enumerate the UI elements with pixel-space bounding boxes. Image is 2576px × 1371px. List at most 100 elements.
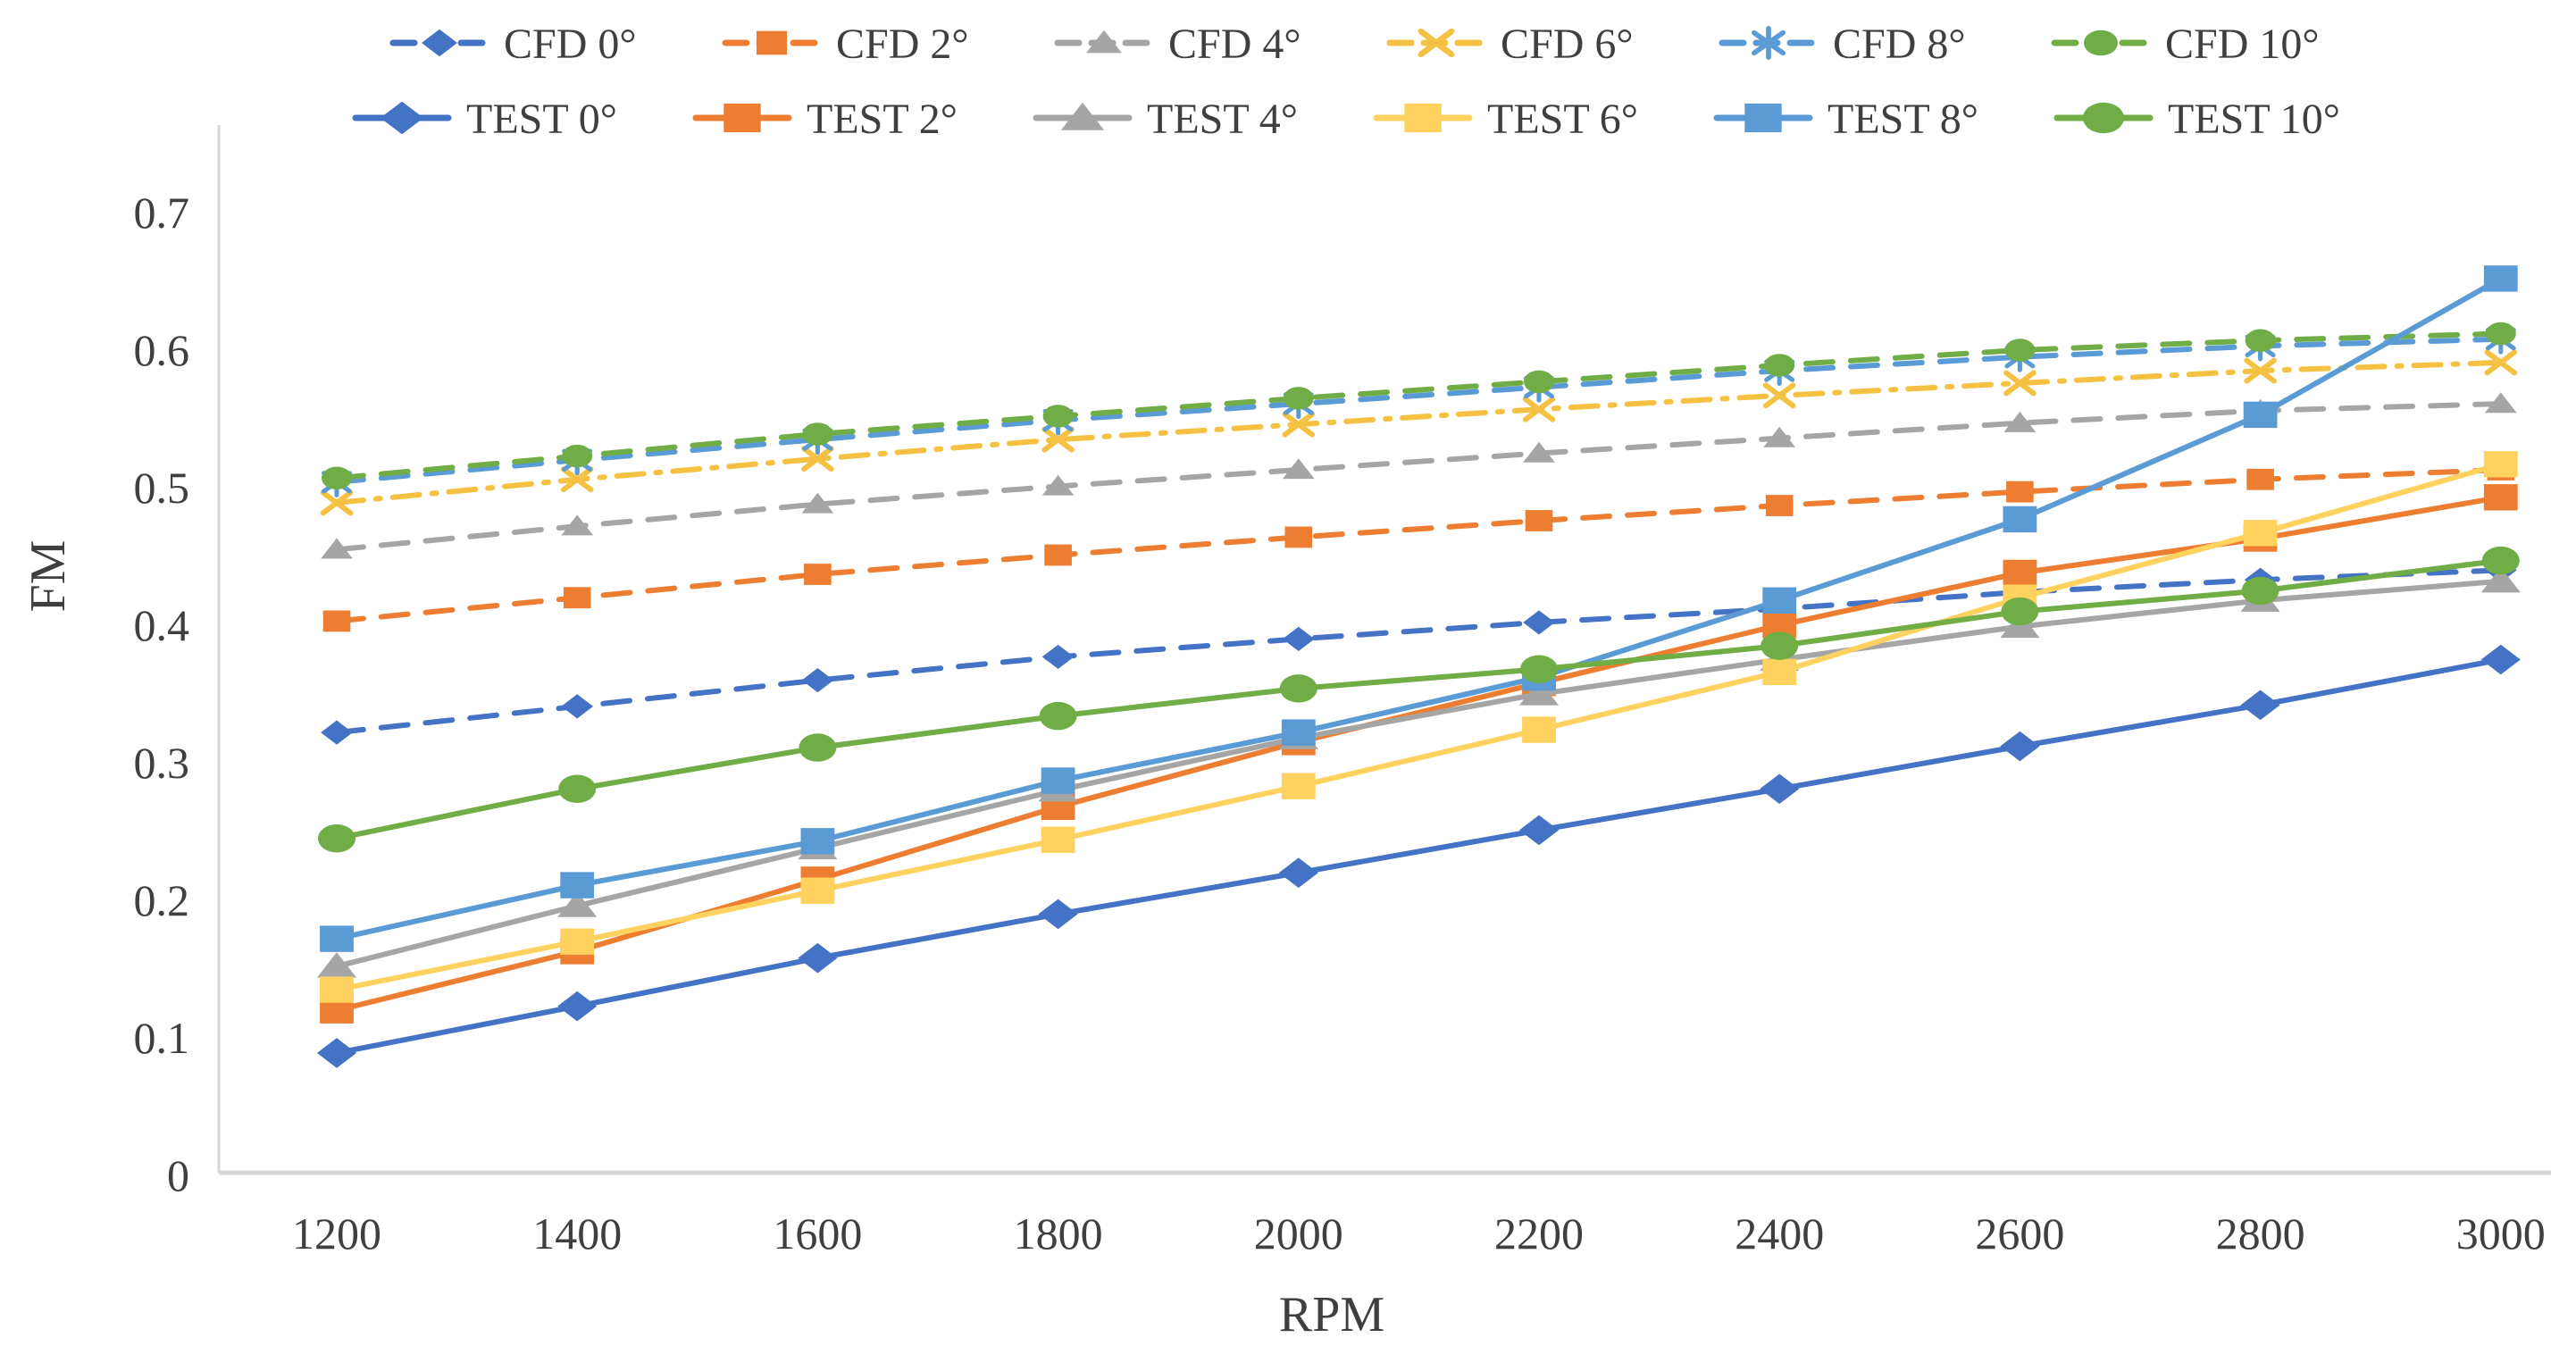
series-test-0-marker bbox=[1518, 815, 1560, 846]
series-cfd-6-marker bbox=[2484, 349, 2518, 376]
legend-item-test-2: TEST 2° bbox=[692, 96, 958, 143]
series-test-6-line bbox=[334, 461, 2504, 993]
series-cfd-4-marker bbox=[1763, 426, 1796, 447]
axes: 0 0.1 0.2 0.3 0.4 0.5 0.6 0.7 1200 1400 1600 1800 20… bbox=[134, 125, 2551, 1258]
series-cfd-0-marker bbox=[1041, 644, 1075, 670]
series-cfd-6-marker bbox=[320, 489, 354, 516]
series-test-6-marker bbox=[800, 877, 835, 904]
series-cfd-8 bbox=[322, 323, 2516, 497]
series-cfd-6 bbox=[320, 349, 2518, 516]
series-cfd-2-marker bbox=[2006, 481, 2034, 503]
series-test-8-marker bbox=[1281, 719, 1316, 746]
series-cfd-6-marker bbox=[2003, 370, 2037, 397]
legend-item-label: TEST 2° bbox=[807, 96, 958, 143]
series-cfd-10-marker bbox=[2004, 339, 2036, 362]
series-cfd-2-marker bbox=[322, 610, 351, 632]
series-cfd-0-marker bbox=[1523, 610, 1555, 635]
series-test-10-marker bbox=[1520, 655, 1558, 684]
legend-item-test-6: TEST 6° bbox=[1373, 96, 1638, 143]
legend-item-label: TEST 4° bbox=[1147, 96, 1298, 143]
legend-item-cfd-4: CFD 4° bbox=[1054, 21, 1301, 68]
legend-item-cfd-8: CFD 8° bbox=[1719, 21, 1966, 68]
legend-triangle-icon bbox=[1086, 29, 1122, 54]
series-cfd-10-marker bbox=[562, 444, 593, 468]
legend-triangle-icon bbox=[1060, 102, 1105, 130]
series-cfd-4-marker bbox=[801, 492, 834, 514]
series-cfd-10-marker bbox=[1283, 387, 1314, 410]
y-tick-label: 0.2 bbox=[134, 875, 190, 925]
legend-item-label: CFD 0° bbox=[504, 21, 637, 68]
x-tick-label: 1800 bbox=[1014, 1208, 1103, 1258]
series-cfd-0-marker bbox=[801, 668, 834, 693]
series-test-0-marker bbox=[1038, 899, 1078, 930]
series-test-10-marker bbox=[1039, 701, 1077, 731]
legend-item-label: TEST 8° bbox=[1827, 96, 1978, 143]
legend-asterisk-icon bbox=[1752, 26, 1786, 60]
series-cfd-8-line bbox=[334, 336, 2504, 485]
series-cfd-6-marker bbox=[801, 446, 834, 472]
series-test-0-marker bbox=[2480, 644, 2521, 675]
series-test-10-marker bbox=[1279, 674, 1317, 703]
series-test-10-marker bbox=[2001, 597, 2039, 626]
series-cfd-10-marker bbox=[1042, 405, 1074, 428]
y-tick-label: 0.6 bbox=[134, 325, 190, 375]
series-cfd-4-marker bbox=[2484, 392, 2517, 414]
series-cfd-4-marker bbox=[1282, 458, 1315, 480]
legend-circle-icon bbox=[2084, 29, 2118, 56]
x-tick-label: 1600 bbox=[773, 1208, 862, 1258]
series-test-0-marker bbox=[2000, 731, 2040, 762]
legend-square-icon bbox=[723, 103, 761, 133]
series-cfd-0-marker bbox=[321, 720, 353, 745]
series-test-0-marker bbox=[316, 1038, 357, 1068]
x-tick-label: 2000 bbox=[1254, 1208, 1343, 1258]
series-test-8-marker bbox=[1762, 587, 1797, 614]
series-test-0-marker bbox=[1278, 857, 1318, 888]
legend-item-label: TEST 6° bbox=[1487, 96, 1638, 143]
legend-item-cfd-10: CFD 10° bbox=[2051, 21, 2320, 68]
series-cfd-4 bbox=[321, 392, 2517, 559]
x-tick-label: 3000 bbox=[2456, 1208, 2546, 1258]
series-cfd-2-marker bbox=[1044, 544, 1072, 566]
series-test-10-marker bbox=[799, 733, 837, 762]
series-cfd-2-marker bbox=[1284, 526, 1313, 548]
series-test-8-marker bbox=[2243, 401, 2278, 429]
legend-item-label: CFD 6° bbox=[1501, 21, 1634, 68]
legend-item-test-10: TEST 10° bbox=[2053, 96, 2340, 143]
legend-item-cfd-2: CFD 2° bbox=[722, 21, 969, 68]
y-tick-label: 0.3 bbox=[134, 738, 190, 788]
series-test-6-marker bbox=[2243, 520, 2278, 547]
series-test-6-marker bbox=[2483, 451, 2518, 478]
series-test-0-marker bbox=[798, 942, 838, 974]
series-test-2-marker bbox=[2483, 484, 2518, 511]
x-tick-label: 1400 bbox=[532, 1208, 622, 1258]
x-axis-title: RPM bbox=[1279, 1287, 1384, 1342]
series-cfd-6-marker bbox=[1762, 382, 1796, 409]
legend-diamond-icon bbox=[380, 101, 424, 135]
legend-item-label: CFD 2° bbox=[836, 21, 969, 68]
legend-item-cfd-6: CFD 6° bbox=[1386, 21, 1634, 68]
series-cfd-2-marker bbox=[804, 564, 832, 585]
series-test-6-marker bbox=[1281, 773, 1316, 799]
series-test-6-marker bbox=[1762, 658, 1797, 686]
series-test-2 bbox=[320, 484, 2518, 1024]
series-cfd-6-marker bbox=[1282, 411, 1316, 438]
series-test-10 bbox=[318, 546, 2520, 853]
series-cfd-0-line bbox=[334, 567, 2504, 736]
series-cfd-10-line bbox=[334, 330, 2504, 481]
series-cfd-2-marker bbox=[563, 587, 591, 609]
y-tick-label: 0.5 bbox=[134, 463, 190, 513]
series-cfd-10-marker bbox=[1764, 354, 1795, 377]
series-test-4-marker bbox=[316, 952, 357, 978]
series-test-8-marker bbox=[2003, 506, 2037, 533]
series-test-8-marker bbox=[1041, 767, 1075, 794]
series-test-4-marker bbox=[1518, 680, 1560, 706]
series-cfd-6-marker bbox=[1522, 396, 1556, 422]
x-tick-label: 2400 bbox=[1735, 1208, 1824, 1258]
legend-square-icon bbox=[756, 30, 788, 55]
series-test-10-marker bbox=[1761, 631, 1799, 660]
series-test-8-marker bbox=[320, 925, 354, 952]
series-cfd-0-marker bbox=[561, 694, 594, 719]
series-cfd-0-marker bbox=[1282, 626, 1315, 651]
